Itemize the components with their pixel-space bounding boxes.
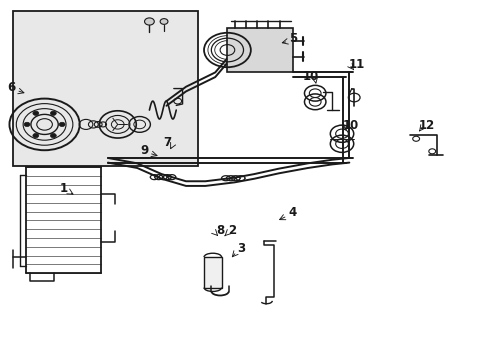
Bar [227,28,293,72]
Text: 2: 2 [227,224,235,238]
Circle shape [33,134,39,138]
Text: 12: 12 [417,119,434,132]
Circle shape [160,19,167,24]
Circle shape [50,134,56,138]
Circle shape [144,18,154,25]
Bar [13,12,198,166]
Text: 10: 10 [342,119,358,132]
Text: 4: 4 [287,207,296,220]
Circle shape [33,111,39,116]
Text: 5: 5 [288,32,297,45]
Text: 9: 9 [140,144,148,157]
Text: 11: 11 [348,58,364,71]
Bar [203,257,221,288]
Circle shape [50,111,56,116]
Text: 6: 6 [7,81,16,94]
Circle shape [24,122,30,127]
Text: 10: 10 [302,70,318,83]
Text: 8: 8 [216,224,224,237]
Text: 3: 3 [237,242,245,255]
Circle shape [59,122,65,127]
Text: 1: 1 [60,183,68,195]
Text: 7: 7 [163,136,171,149]
